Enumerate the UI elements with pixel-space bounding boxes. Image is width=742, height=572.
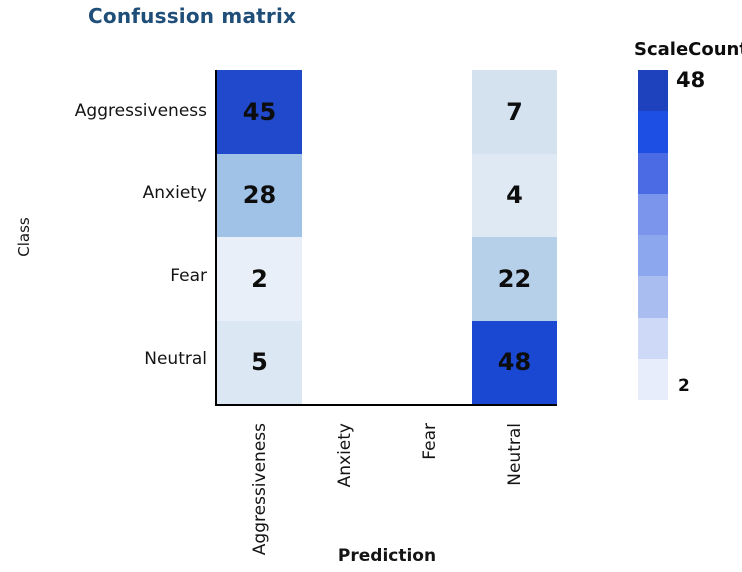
cell-aggressiveness-neutral: 7: [472, 70, 557, 154]
cell-value: 22: [497, 264, 532, 293]
cell-value: 4: [506, 181, 523, 210]
legend-step: [638, 317, 668, 359]
cell-value: 45: [242, 97, 277, 126]
legend-step: [638, 193, 668, 235]
legend-step: [638, 358, 668, 400]
legend-step: [638, 235, 668, 277]
legend-step: [638, 70, 668, 112]
cell-value: 2: [251, 264, 268, 293]
heatmap-grid: 45 7 28 4 2 22 5 48: [217, 70, 557, 404]
legend-step: [638, 152, 668, 194]
legend-step: [638, 276, 668, 318]
cell-neutral-neutral: 48: [472, 320, 557, 404]
chart-title: Confussion matrix: [88, 4, 297, 28]
cell-anxiety-aggressiveness: 28: [217, 153, 302, 237]
cell-fear-neutral: 22: [472, 237, 557, 321]
x-tick-aggressiveness: Aggressiveness: [249, 423, 270, 556]
x-axis-title: Prediction: [337, 546, 437, 566]
y-tick-anxiety: Anxiety: [142, 183, 207, 203]
legend-title: ScaleCount: [634, 39, 742, 60]
cell-fear-aggressiveness: 2: [217, 237, 302, 321]
legend-max-label: 48: [676, 68, 706, 92]
plot-area: 45 7 28 4 2 22 5 48: [215, 70, 557, 406]
cell-value: 7: [506, 97, 523, 126]
cell-value: 5: [251, 348, 268, 377]
cell-anxiety-neutral: 4: [472, 153, 557, 237]
y-tick-aggressiveness: Aggressiveness: [74, 101, 207, 121]
legend-min-label: 2: [678, 376, 690, 396]
cell-aggressiveness-aggressiveness: 45: [217, 70, 302, 154]
cell-value: 28: [242, 181, 277, 210]
cell-neutral-aggressiveness: 5: [217, 320, 302, 404]
y-tick-neutral: Neutral: [144, 349, 207, 369]
y-tick-fear: Fear: [170, 266, 207, 286]
x-tick-neutral: Neutral: [504, 423, 525, 486]
legend-color-scale: [638, 70, 668, 400]
cell-value: 48: [497, 348, 532, 377]
legend-step: [638, 111, 668, 153]
